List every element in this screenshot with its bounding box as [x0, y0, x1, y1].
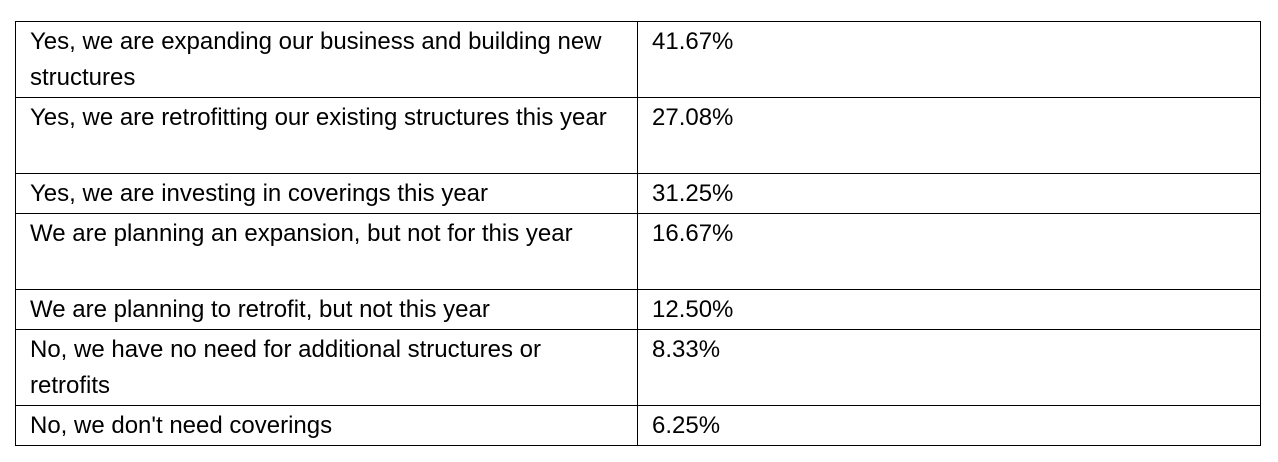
table-row: No, we have no need for additional struc…	[15, 329, 1261, 406]
answer-cell: We are planning an expansion, but not fo…	[15, 213, 638, 290]
table-row: We are planning an expansion, but not fo…	[15, 213, 1261, 290]
table-row: Yes, we are expanding our business and b…	[15, 21, 1261, 98]
answer-cell: Yes, we are expanding our business and b…	[15, 21, 638, 98]
table-row: Yes, we are investing in coverings this …	[15, 173, 1261, 214]
answer-cell: No, we have no need for additional struc…	[15, 329, 638, 406]
percent-cell: 16.67%	[637, 213, 1261, 290]
percent-cell: 41.67%	[637, 21, 1261, 98]
table-row: Yes, we are retrofitting our existing st…	[15, 97, 1261, 174]
percent-cell: 31.25%	[637, 173, 1261, 214]
survey-results-table: Yes, we are expanding our business and b…	[15, 21, 1261, 446]
percent-cell: 8.33%	[637, 329, 1261, 406]
percent-cell: 12.50%	[637, 289, 1261, 330]
table-row: We are planning to retrofit, but not thi…	[15, 289, 1261, 330]
answer-cell: Yes, we are retrofitting our existing st…	[15, 97, 638, 174]
answer-cell: No, we don't need coverings	[15, 405, 638, 446]
answer-cell: Yes, we are investing in coverings this …	[15, 173, 638, 214]
percent-cell: 6.25%	[637, 405, 1261, 446]
answer-cell: We are planning to retrofit, but not thi…	[15, 289, 638, 330]
table-row: No, we don't need coverings 6.25%	[15, 405, 1261, 446]
percent-cell: 27.08%	[637, 97, 1261, 174]
